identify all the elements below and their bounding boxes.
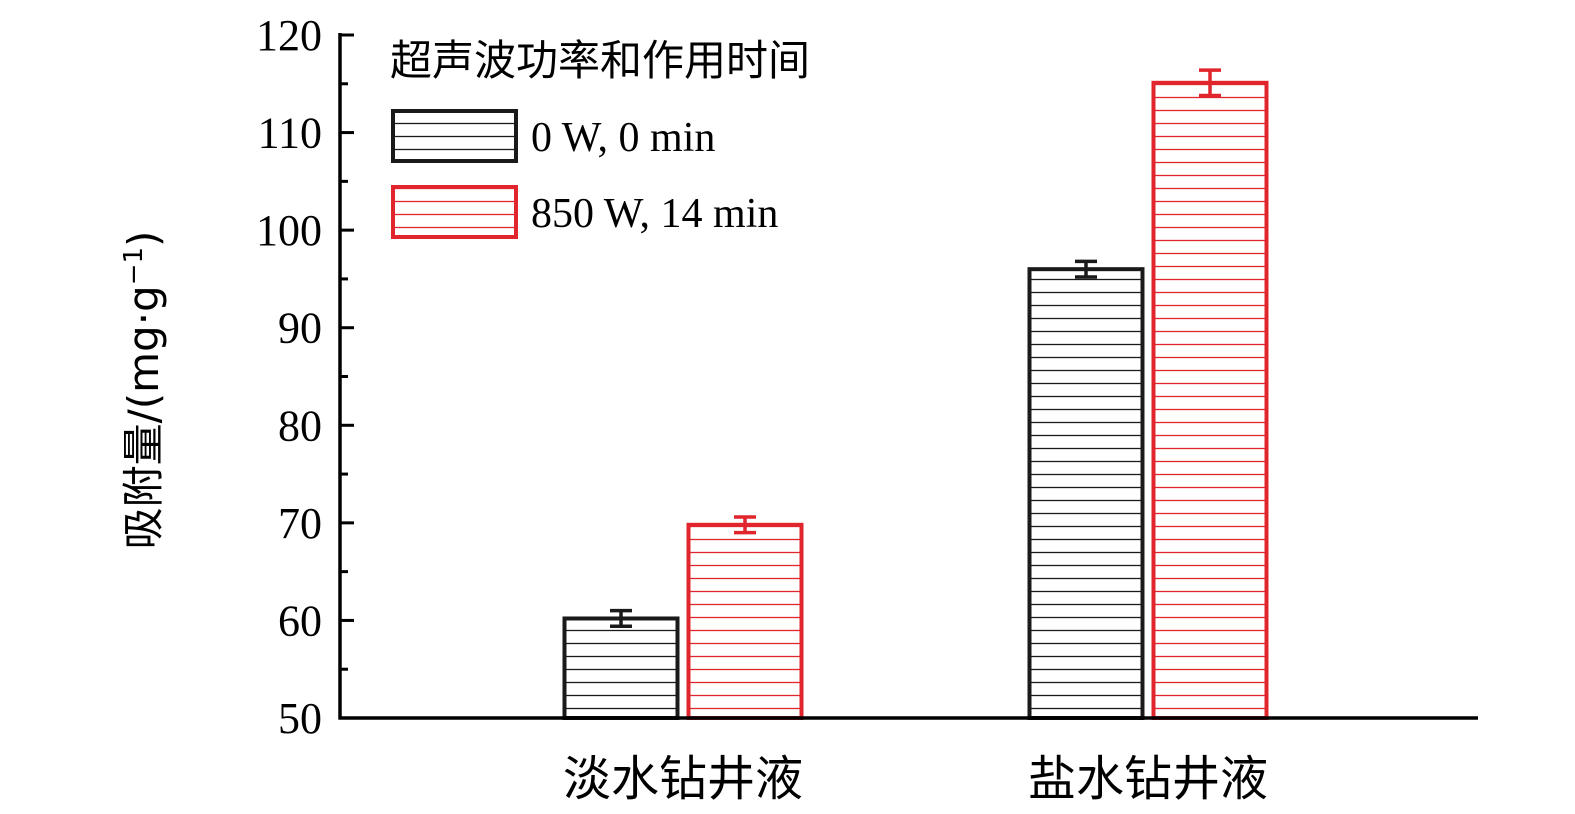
y-tick-label: 110 (258, 109, 322, 158)
axes (338, 33, 1478, 720)
bar (686, 522, 804, 721)
y-axis-label-superscript: −1 (119, 247, 149, 285)
legend-label: 850 W, 14 min (531, 191, 778, 237)
y-tick-label: 60 (278, 596, 322, 645)
y-axis-label-main: 吸附量/(mg·g (119, 285, 168, 549)
legend-label: 0 W, 0 min (531, 115, 715, 161)
legend: 超声波功率和作用时间 0 W, 0 min 850 W, 14 min (390, 36, 810, 239)
y-tick-label: 70 (278, 499, 322, 548)
bar (562, 616, 680, 721)
x-category-label: 淡水钻井液 (563, 751, 803, 807)
y-axis-label: 吸附量/(mg·g−1) (119, 231, 168, 550)
legend-title: 超声波功率和作用时间 (390, 36, 810, 85)
legend-swatch (391, 109, 518, 163)
bar (1027, 267, 1145, 720)
legend-items: 0 W, 0 min 850 W, 14 min (391, 109, 778, 239)
y-tick-label: 90 (278, 304, 322, 353)
category-labels: 淡水钻井液 盐水钻井液 (563, 751, 1268, 807)
y-tick-label: 120 (256, 11, 322, 60)
y-tick-label: 50 (278, 694, 322, 743)
legend-swatch (391, 185, 518, 239)
x-category-label: 盐水钻井液 (1028, 751, 1268, 807)
y-tick-label: 100 (256, 206, 322, 255)
error-bars (610, 68, 1221, 629)
y-axis-label-close: ) (119, 231, 168, 247)
bar (1151, 80, 1269, 720)
y-tick-label: 80 (278, 401, 322, 450)
bars (562, 80, 1269, 721)
y-axis-ticks: 50 60 70 80 90 100 110 120 (256, 11, 354, 743)
